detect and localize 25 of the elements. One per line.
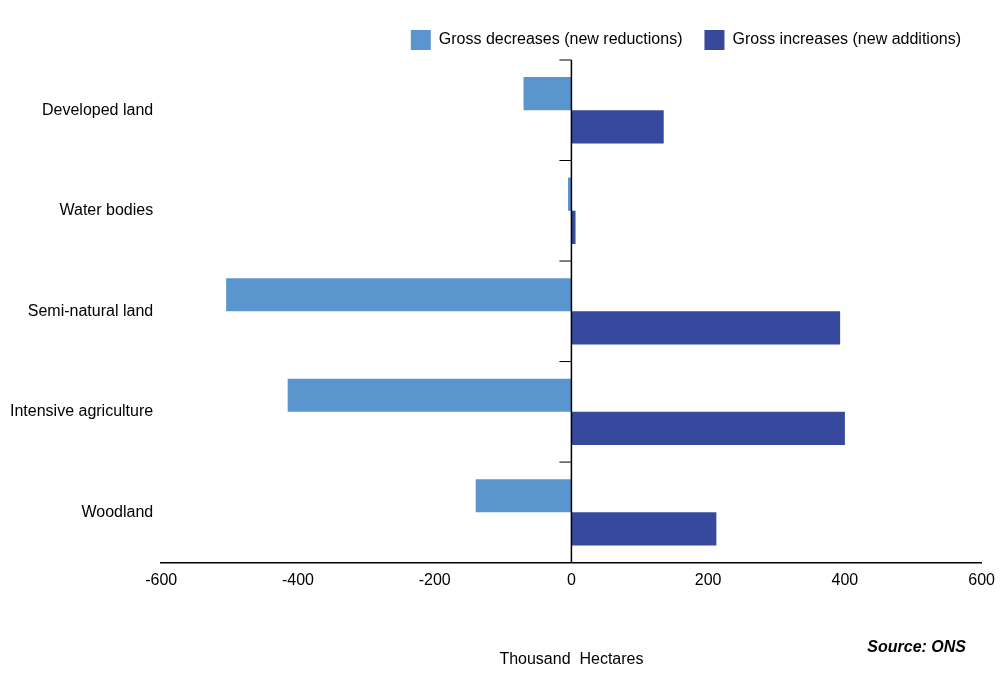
x-tick-label: 200: [694, 570, 722, 588]
bar: [571, 110, 664, 144]
x-tick-label: -200: [418, 570, 451, 588]
bar: [571, 311, 841, 345]
bar: [571, 210, 576, 244]
x-tick-label: -600: [145, 570, 178, 588]
x-axis-title: Thousand Hectares: [499, 649, 644, 667]
y-tick-label: Water bodies: [59, 201, 154, 219]
y-tick-label: Semi-natural land: [27, 301, 154, 319]
bar: [475, 479, 572, 513]
legend-label: Gross decreases (new reductions): [438, 30, 683, 48]
bar: [226, 278, 572, 312]
y-tick-label: Intensive agriculture: [10, 402, 154, 420]
bar: [571, 411, 845, 445]
bar: [287, 378, 572, 412]
x-tick-label: 400: [831, 570, 859, 588]
y-tick-label: Woodland: [81, 502, 154, 520]
x-tick-label: 600: [968, 570, 996, 588]
bar: [571, 512, 717, 546]
y-tick-label: Developed land: [41, 100, 154, 118]
legend-label: Gross increases (new additions): [732, 30, 962, 48]
x-tick-label: 0: [566, 570, 576, 588]
source-note: Source: ONS: [867, 638, 967, 656]
bar: [523, 77, 572, 111]
x-tick-label: -400: [281, 570, 315, 588]
